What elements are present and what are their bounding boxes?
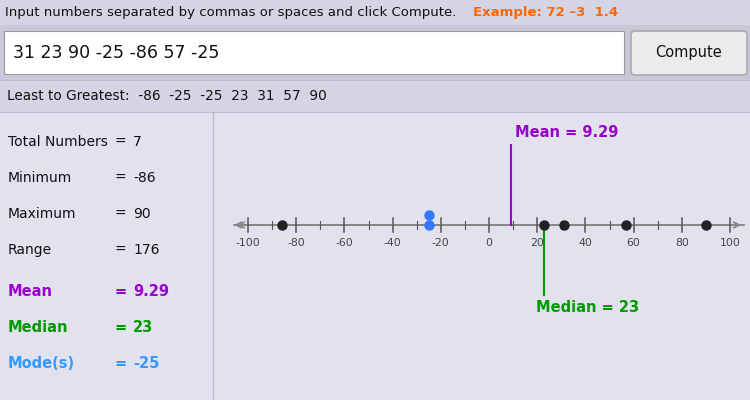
Text: -86: -86 [133, 171, 156, 185]
FancyBboxPatch shape [0, 25, 750, 80]
Text: =: = [115, 284, 127, 300]
Text: 176: 176 [133, 243, 160, 257]
FancyBboxPatch shape [631, 31, 747, 75]
Text: Range: Range [8, 243, 52, 257]
Text: Least to Greatest:  -86  -25  -25  23  31  57  90: Least to Greatest: -86 -25 -25 23 31 57 … [7, 89, 327, 103]
Text: =: = [115, 243, 127, 257]
Text: -20: -20 [432, 238, 450, 248]
Text: 100: 100 [719, 238, 740, 248]
FancyBboxPatch shape [0, 0, 750, 25]
Text: =: = [115, 207, 127, 221]
Text: Total Numbers: Total Numbers [8, 135, 108, 149]
Text: Maximum: Maximum [8, 207, 76, 221]
Text: Mean: Mean [8, 284, 53, 300]
Text: 0: 0 [485, 238, 493, 248]
Text: Mean = 9.29: Mean = 9.29 [515, 125, 619, 140]
Text: Example: 72 –3  1.4: Example: 72 –3 1.4 [473, 6, 618, 19]
Text: 20: 20 [530, 238, 544, 248]
Text: -40: -40 [384, 238, 401, 248]
Text: 90: 90 [133, 207, 151, 221]
Text: 31 23 90 -25 -86 57 -25: 31 23 90 -25 -86 57 -25 [13, 44, 219, 62]
Text: 23: 23 [133, 320, 153, 336]
Text: 40: 40 [578, 238, 592, 248]
Text: =: = [115, 320, 127, 336]
Text: -60: -60 [335, 238, 353, 248]
FancyBboxPatch shape [0, 112, 750, 400]
Text: Median = 23: Median = 23 [536, 300, 640, 315]
FancyBboxPatch shape [4, 31, 624, 74]
Text: 80: 80 [675, 238, 688, 248]
Text: Median: Median [8, 320, 68, 336]
FancyBboxPatch shape [0, 80, 750, 112]
Text: -80: -80 [287, 238, 305, 248]
Text: =: = [115, 171, 127, 185]
Text: =: = [115, 356, 127, 372]
Text: -25: -25 [133, 356, 159, 372]
Text: 60: 60 [627, 238, 640, 248]
Text: 7: 7 [133, 135, 142, 149]
Text: Minimum: Minimum [8, 171, 72, 185]
Text: Input numbers separated by commas or spaces and click Compute.: Input numbers separated by commas or spa… [5, 6, 456, 19]
Text: 9.29: 9.29 [133, 284, 169, 300]
Text: Mode(s): Mode(s) [8, 356, 75, 372]
Text: =: = [115, 135, 127, 149]
Text: Compute: Compute [656, 45, 722, 60]
Text: -100: -100 [236, 238, 260, 248]
